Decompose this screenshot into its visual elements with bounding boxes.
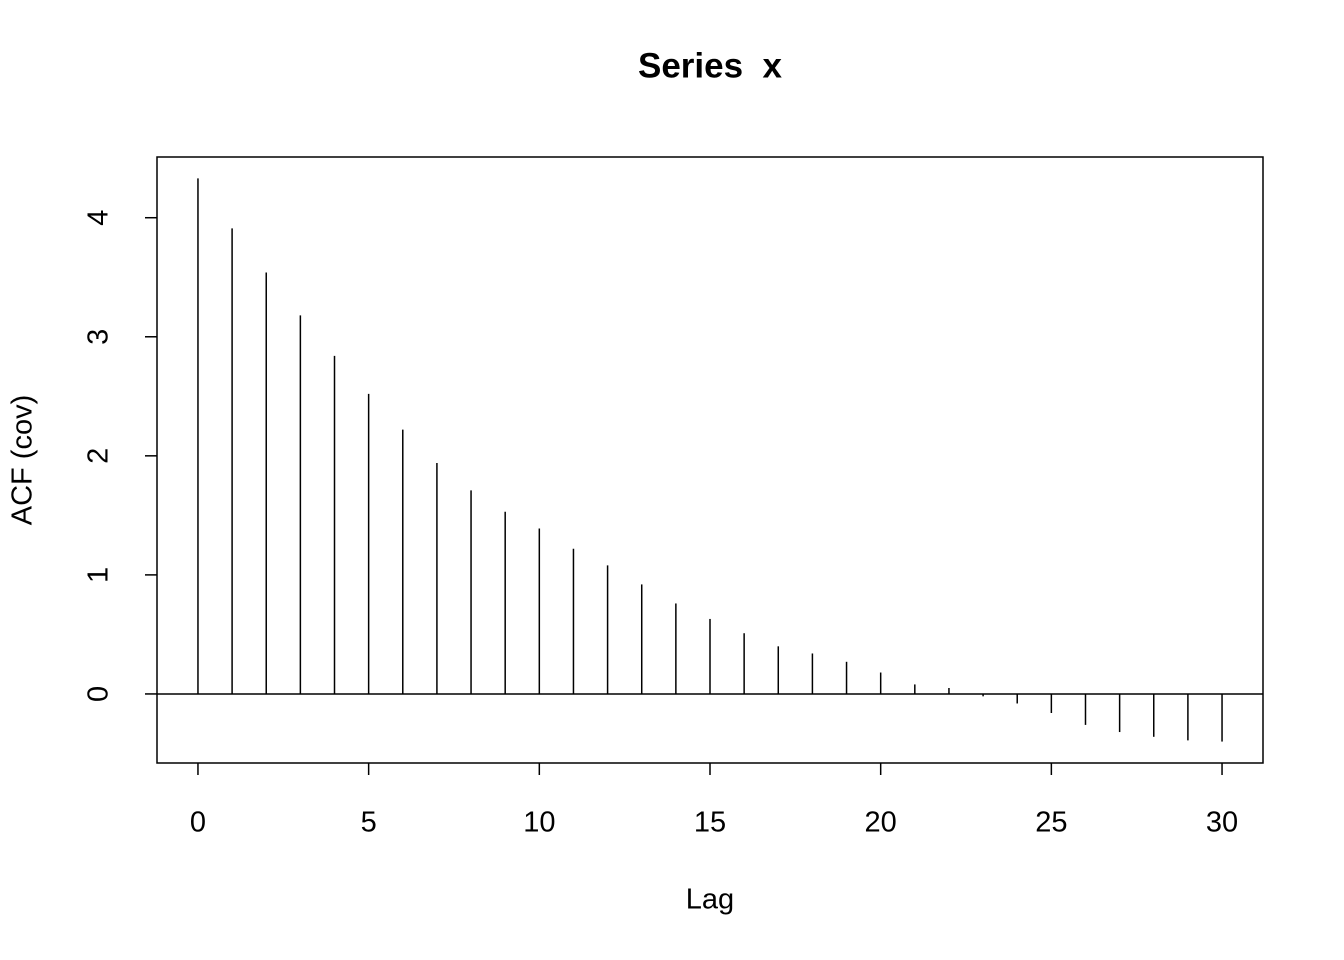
x-tick-label: 20 — [865, 807, 897, 839]
y-tick-label: 1 — [83, 567, 115, 583]
y-tick-label: 2 — [83, 448, 115, 464]
x-tick-label: 10 — [523, 807, 555, 839]
y-axis-title: ACF (cov) — [7, 395, 39, 526]
x-tick-label: 30 — [1206, 807, 1238, 839]
x-tick-label: 5 — [361, 807, 377, 839]
x-axis-title: Lag — [686, 884, 734, 916]
chart-title: Series x — [638, 46, 783, 85]
x-tick-label: 0 — [190, 807, 206, 839]
y-tick-label: 4 — [83, 210, 115, 226]
x-tick-label: 15 — [694, 807, 726, 839]
x-tick-label: 25 — [1035, 807, 1067, 839]
y-tick-label: 3 — [83, 329, 115, 345]
y-tick-label: 0 — [83, 686, 115, 702]
